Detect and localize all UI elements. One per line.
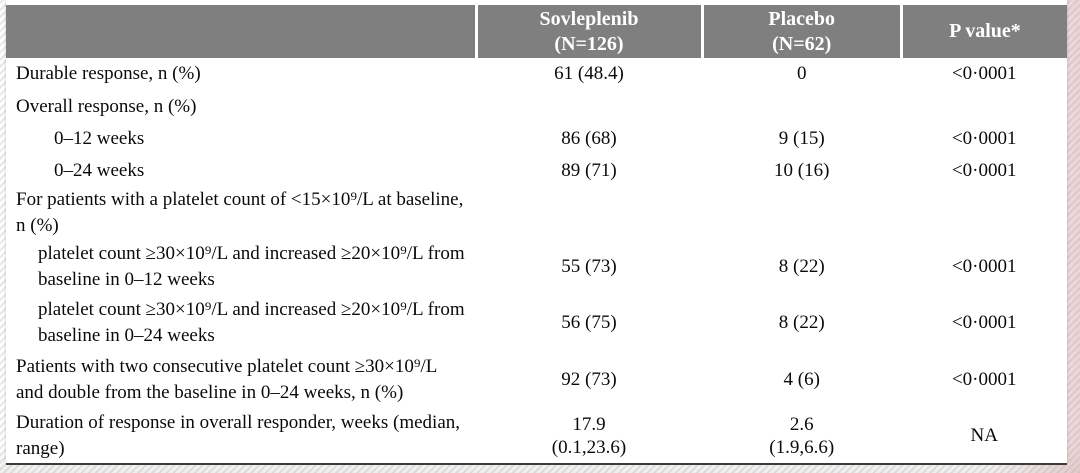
- p-value: <0·0001: [951, 312, 1017, 334]
- table-row: Durable response, n (%) 61 (48.4) 0 <0·0…: [6, 58, 1067, 91]
- row-label: Durable response, n (%): [16, 63, 201, 85]
- placebo-value: 8 (22): [778, 312, 825, 334]
- header-sovleplenib-n: (N=126): [554, 32, 624, 55]
- row-label: Patients with two consecutive platelet c…: [16, 356, 437, 404]
- table-row: platelet count ≥30×10⁹/L and increased ≥…: [6, 239, 1067, 295]
- row-label: Overall response, n (%): [16, 95, 197, 117]
- p-value: [901, 91, 1067, 123]
- sovleplenib-median: 17.9: [572, 413, 606, 435]
- sovleplenib-value: [476, 91, 702, 123]
- table-row: 0–24 weeks 89 (71) 10 (16) <0·0001: [6, 156, 1067, 186]
- header-placebo: Placebo (N=62): [700, 5, 902, 58]
- table-row: Overall response, n (%): [6, 91, 1067, 123]
- table-row: 0–12 weeks 86 (68) 9 (15) <0·0001: [6, 123, 1067, 156]
- placebo-value: 0: [796, 63, 807, 85]
- p-value: <0·0001: [951, 256, 1017, 278]
- table-row: Duration of response in overall responde…: [6, 409, 1067, 464]
- sovleplenib-value: 17.9 (0.1,23.6): [476, 409, 702, 464]
- placebo-value: 10 (16): [774, 159, 830, 181]
- header-p-value-label: P value*: [949, 20, 1021, 42]
- header-empty-cell: [6, 5, 477, 58]
- sovleplenib-value: [476, 186, 702, 239]
- p-value: <0·0001: [951, 369, 1017, 391]
- sovleplenib-range: (0.1,23.6): [551, 437, 627, 459]
- placebo-value: 9 (15): [778, 128, 825, 150]
- placebo-value: 8 (22): [778, 256, 825, 278]
- header-placebo-n: (N=62): [772, 32, 832, 55]
- sovleplenib-value: 55 (73): [561, 256, 617, 278]
- row-label: platelet count ≥30×10⁹/L and increased ≥…: [38, 243, 465, 291]
- results-table: Sovleplenib (N=126) Placebo (N=62) P val…: [6, 5, 1067, 466]
- row-label: 0–12 weeks: [54, 128, 145, 150]
- sovleplenib-value: 92 (73): [561, 369, 617, 391]
- placebo-value: 2.6 (1.9,6.6): [702, 409, 901, 464]
- placebo-value: [702, 186, 901, 239]
- placebo-range: (1.9,6.6): [769, 437, 835, 459]
- placebo-value: [702, 91, 901, 123]
- row-label: For patients with a platelet count of <1…: [16, 189, 464, 237]
- sovleplenib-value: 86 (68): [561, 128, 617, 150]
- table-row: Patients with two consecutive platelet c…: [6, 351, 1067, 409]
- row-label: Duration of response in overall responde…: [16, 412, 461, 460]
- p-value: NA: [970, 425, 998, 447]
- p-value: [901, 186, 1067, 239]
- results-table-card: Sovleplenib (N=126) Placebo (N=62) P val…: [6, 0, 1067, 466]
- sovleplenib-value: 89 (71): [561, 159, 617, 181]
- placebo-value: 4 (6): [783, 369, 820, 391]
- table-row: platelet count ≥30×10⁹/L and increased ≥…: [6, 295, 1067, 351]
- header-p-value: P value*: [899, 5, 1067, 58]
- header-row: Sovleplenib (N=126) Placebo (N=62) P val…: [6, 5, 1067, 58]
- sovleplenib-value: 61 (48.4): [554, 63, 624, 85]
- sovleplenib-value: 56 (75): [561, 312, 617, 334]
- header-sovleplenib-name: Sovleplenib: [539, 7, 639, 30]
- p-value: <0·0001: [951, 159, 1017, 181]
- header-placebo-name: Placebo: [768, 7, 836, 30]
- p-value: <0·0001: [951, 63, 1017, 85]
- p-value: <0·0001: [951, 128, 1017, 150]
- table-row: For patients with a platelet count of <1…: [6, 186, 1067, 239]
- placebo-median: 2.6: [789, 413, 814, 435]
- row-label: 0–24 weeks: [54, 159, 145, 181]
- header-sovleplenib: Sovleplenib (N=126): [474, 5, 702, 58]
- row-label: platelet count ≥30×10⁹/L and increased ≥…: [38, 299, 465, 347]
